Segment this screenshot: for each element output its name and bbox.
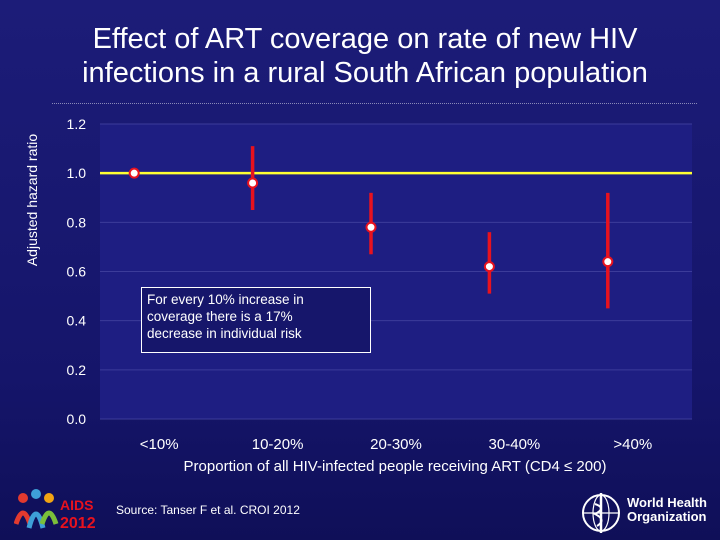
y-tick-label-0.0: 0.0 [67,411,87,427]
who-wordmark: World Health Organization [627,496,707,524]
x-tick-label-1: 10-20% [252,436,304,453]
who-wordmark-line-2: Organization [627,509,707,524]
aids-2012-logo: AIDS 2012 [14,489,96,532]
who-wordmark-line-1: World Health [627,495,707,510]
y-tick-label-1.2: 1.2 [67,116,87,132]
data-point-2 [365,221,377,233]
data-point-1 [247,177,259,189]
title-line-2: infections in a rural South African popu… [82,57,648,89]
annotation-line-3: decrease in individual risk [147,326,302,341]
x-tick-label-3: 30-40% [489,436,541,453]
annotation-line-1: For every 10% increase in [147,292,304,307]
title-divider [52,103,697,104]
data-point-3 [483,261,495,273]
title-line-1: Effect of ART coverage on rate of new HI… [92,23,638,55]
y-tick-label-0.4: 0.4 [67,313,87,329]
x-axis-title: Proportion of all HIV-infected people re… [183,458,607,475]
y-tick-label-0.2: 0.2 [67,362,87,378]
annotation-box: For every 10% increase in coverage there… [141,287,371,353]
slide-title: Effect of ART coverage on rate of new HI… [20,22,710,90]
x-tick-label-2: 20-30% [370,436,422,453]
data-point-4 [602,256,614,268]
y-tick-label-0.6: 0.6 [67,264,87,280]
who-logo-emblem [582,493,620,533]
svg-text:2012: 2012 [60,515,96,532]
data-point-0 [128,167,140,179]
svg-text:AIDS: AIDS [60,497,93,513]
annotation-line-2: coverage there is a 17% [147,309,293,324]
y-tick-label-1.0: 1.0 [67,165,87,181]
x-tick-label-0: <10% [140,436,179,453]
x-tick-label-4: >40% [613,436,652,453]
source-citation: Source: Tanser F et al. CROI 2012 [116,503,300,517]
y-tick-label-0.8: 0.8 [67,214,87,230]
